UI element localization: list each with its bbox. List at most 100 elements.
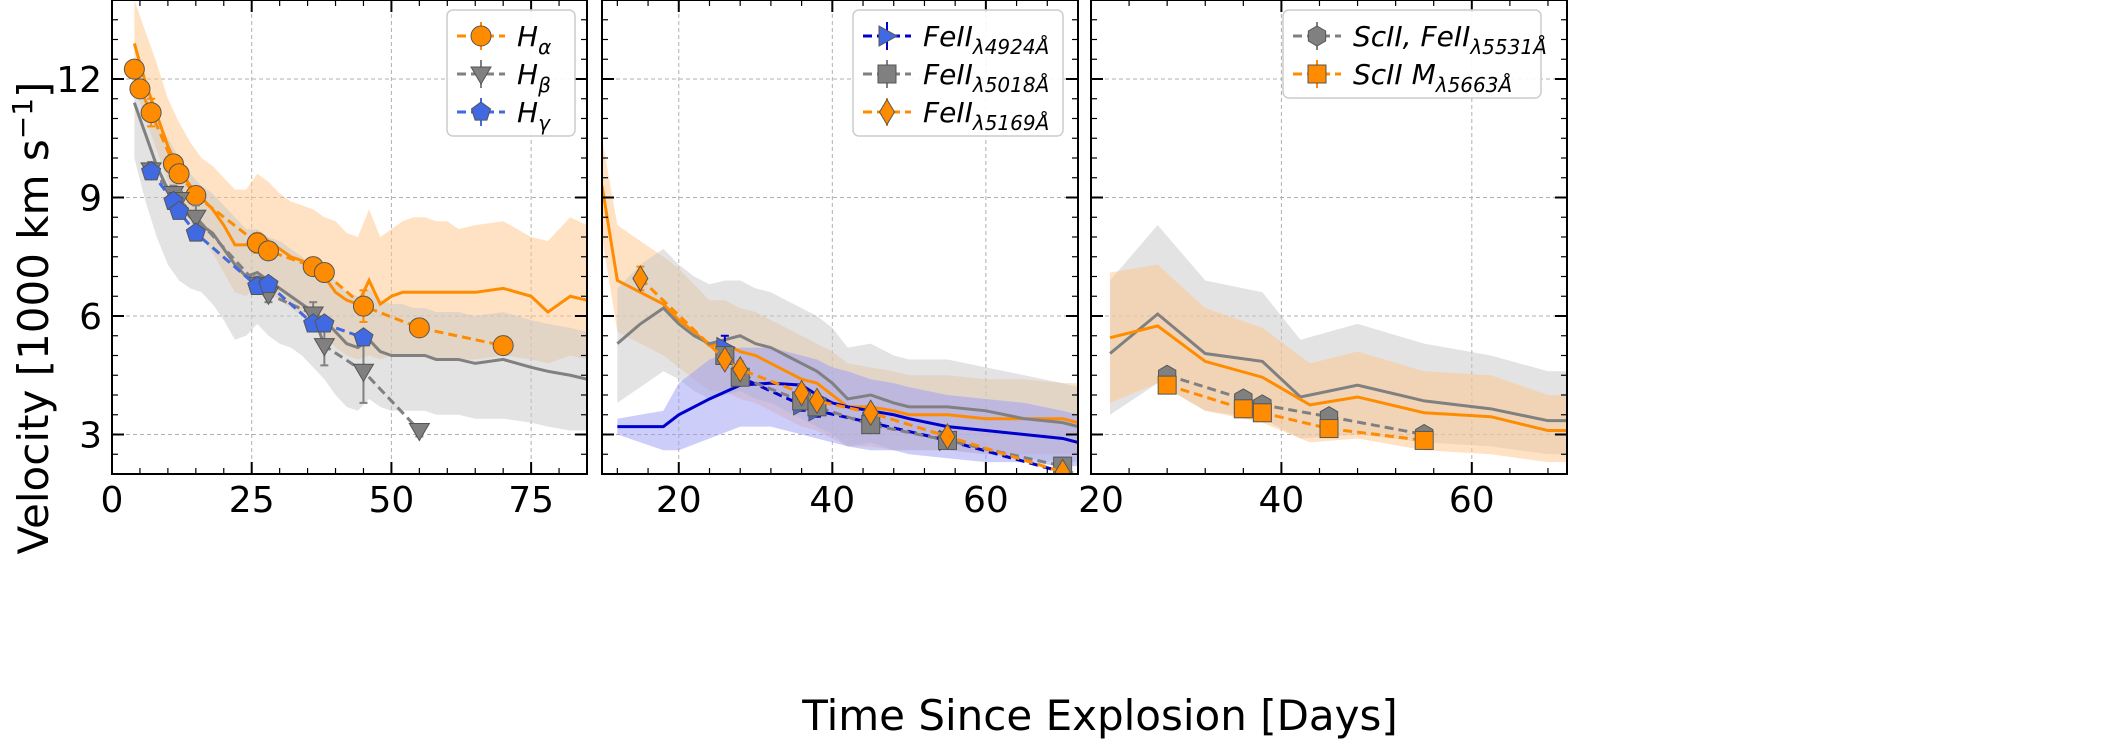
panel-1-series-h-point <box>185 222 206 242</box>
panel-2-series-feii5169-point <box>808 387 826 415</box>
panel-1-plot-area <box>123 0 587 442</box>
panel-2-legend-entry-label: FeIIλ4924Å <box>923 20 1049 59</box>
panel-1-series-h-point <box>141 161 162 181</box>
panel-1-series-h-point <box>185 185 207 207</box>
panel-2-x-tick-label: 40 <box>809 480 855 521</box>
panel-2-series-feii5169-point <box>939 423 956 450</box>
x-axis-label: Time Since Explosion [Days] <box>801 691 1398 740</box>
panel-2-series-feii5169-point <box>793 379 810 407</box>
panel-3-legend-entry-marker <box>1307 25 1327 47</box>
panel-3-x-tick-label: 60 <box>1449 480 1495 521</box>
panel-1-series-h-point <box>140 102 162 124</box>
panel-1-legend-entry-label: Hα <box>517 20 551 59</box>
panel-2-series-feii5169-point <box>732 355 749 383</box>
panel-1-model-band <box>134 59 587 431</box>
panel-3-model-line <box>1109 312 1567 423</box>
panel-1-series-h-point <box>313 262 335 284</box>
panel-2-legend-entry-label: FeIIλ5018Å <box>923 58 1049 97</box>
panel-1-legend-entry-label-sub: α <box>538 35 551 59</box>
panel-3-series-sciim5663-point <box>1252 403 1272 423</box>
panel-3-series-sciim5663-point <box>1233 399 1253 419</box>
panel-2-model-line <box>616 306 1078 429</box>
panel-2-series-feii5169-point <box>632 265 649 292</box>
panel-1-x-tick-label: 50 <box>369 480 415 521</box>
panel-1-legend-box <box>446 9 576 137</box>
panel-2-legend-entry-label-sub: λ5018Å <box>972 73 1049 97</box>
panel-1-legend-entry-label: Hβ <box>517 58 551 97</box>
panel-3-legend-entry-label: ScII Mλ5663Å <box>1353 58 1512 97</box>
panel-1-series-h <box>141 161 374 347</box>
panel-2-x-tick-label: 20 <box>656 480 702 521</box>
panel-2-legend-entry-marker <box>878 98 896 126</box>
panel-2-legend-entry-label: FeIIλ5169Å <box>923 96 1049 135</box>
panel-1-series-h-point <box>258 273 279 293</box>
panel-3-model-band <box>1110 264 1567 463</box>
panel-1-series-h-point <box>257 240 279 262</box>
panel-3-legend-entry-label-main: ScII, FeII <box>1353 20 1470 53</box>
panel-3-x-tick-label: 20 <box>1078 480 1124 521</box>
panel-1-legend-entry-label-sub: γ <box>538 111 551 135</box>
panel-2-series-feii5169-point <box>862 399 879 427</box>
panel-3-series-sciim5663-point <box>1414 430 1434 450</box>
panel-2-series-feii5169 <box>632 265 1071 474</box>
panel-1-series-h-point <box>313 338 336 357</box>
panel-3-legend-entry-label-sub: λ5531Å <box>1469 35 1546 59</box>
panel-3-series-sciim5663-point <box>1319 419 1339 439</box>
panel-3-plot-area <box>1109 225 1567 463</box>
panel-1-series-h-point <box>314 313 335 333</box>
panel-1-series-h-point <box>492 335 514 357</box>
panel-1-legend-entry-label-main: H <box>517 58 538 91</box>
panel-1-y-tick-label: 12 <box>56 60 102 101</box>
panel-1-x-tick-label: 25 <box>229 480 275 521</box>
panel-2-legend-entry-marker <box>878 25 899 47</box>
panel-2-legend-entry-label-main: FeII <box>923 20 973 53</box>
panel-1-legend-entry-marker <box>470 25 492 47</box>
panel-2-legend-entry-label-main: FeII <box>923 96 973 129</box>
panel-2-x-tick-label: 60 <box>963 480 1009 521</box>
y-axis-label: Velocity [1000 km s−1] <box>6 82 58 555</box>
panel-1-legend-entry-marker <box>470 101 492 121</box>
panel-1-y-tick-label: 6 <box>79 297 102 338</box>
panel-3-series-sciim5663-point <box>1157 375 1177 395</box>
panel-1-legend-entry-label: Hγ <box>517 96 551 135</box>
panel-3-series-sciim5663 <box>1157 375 1434 450</box>
panel-3-legend-entry-label-main: ScII M <box>1353 58 1436 91</box>
panel-1-x-tick-label: 75 <box>508 480 554 521</box>
panel-3-model-line <box>1109 324 1567 433</box>
panel-2-series-feii5169-point <box>1054 458 1071 474</box>
panel-3-legend-entry-label: ScII, FeIIλ5531Å <box>1353 20 1547 59</box>
panel-2-legend-entry-label-main: FeII <box>923 58 973 91</box>
panel-1-legend-entry-label-main: H <box>517 96 538 129</box>
panel-1-series-h-point <box>123 58 145 80</box>
panel-2-series-feii5169-point <box>716 345 733 373</box>
panel-1-legend-entry-label-sub: β <box>537 73 551 97</box>
panel-3-legend-entry-label-sub: λ5663Å <box>1435 73 1512 97</box>
panel-1-legend-entry-label-main: H <box>517 20 538 53</box>
panel-2-legend-entry-label-sub: λ4924Å <box>972 35 1049 59</box>
panel-1-y-tick-label: 3 <box>79 416 102 457</box>
panel-1-series-h <box>123 58 514 357</box>
panel-1-series-h-point <box>168 163 190 185</box>
panel-3-legend-box <box>1282 9 1542 99</box>
panel-1-series-h-point <box>408 317 430 339</box>
panel-3-x-tick-label: 40 <box>1258 480 1304 521</box>
panel-2-legend-entry-marker <box>877 64 897 84</box>
panel-1-legend-entry-marker <box>470 66 492 85</box>
panel-1-series-h-point <box>184 209 207 229</box>
panel-2-legend-entry-label-sub: λ5169Å <box>972 111 1049 135</box>
panel-1-series-h-point <box>353 327 374 347</box>
panel-2-legend-box <box>852 9 1064 137</box>
panel-1-series-h-point <box>352 295 374 317</box>
panel-1-series-h-point <box>129 78 151 100</box>
panel-1-y-tick-label: 9 <box>79 179 102 220</box>
panel-2-model-line <box>602 185 1078 425</box>
panel-1-series-h-point <box>408 423 431 442</box>
